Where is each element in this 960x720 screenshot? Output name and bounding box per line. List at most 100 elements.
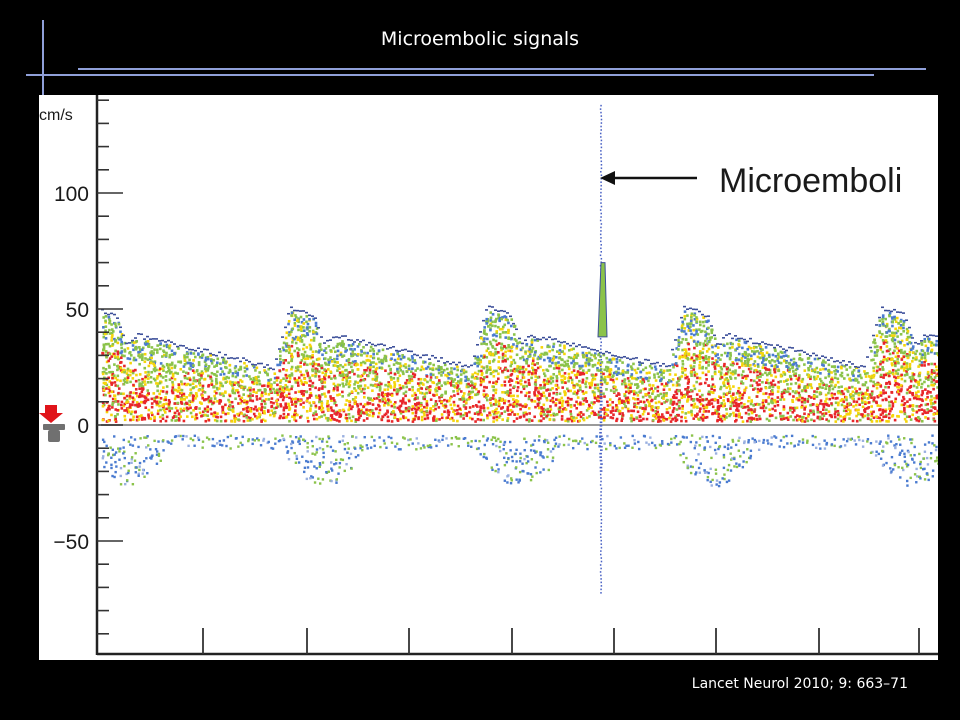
spectrum-speckle — [102, 335, 106, 339]
spectrum-speckle — [137, 402, 141, 406]
envelope-rim — [566, 342, 569, 345]
spectrum-speckle — [543, 394, 546, 398]
spectrum-speckle — [405, 370, 409, 373]
spectrum-speckle — [398, 354, 401, 358]
spectrum-speckle — [746, 374, 749, 378]
spectrum-speckle — [158, 400, 162, 404]
spectrum-speckle — [188, 399, 191, 403]
spectrum-speckle — [570, 371, 574, 374]
spectrum-speckle — [411, 385, 414, 389]
spectrum-speckle — [486, 319, 490, 323]
spectrum-speckle — [456, 419, 459, 423]
spectrum-speckle — [194, 397, 197, 400]
spectrum-speckle — [362, 378, 365, 382]
spectrum-speckle — [698, 320, 702, 324]
spectrum-speckle — [615, 417, 619, 421]
spectrum-speckle — [596, 361, 600, 365]
spectrum-speckle — [752, 417, 756, 420]
spectrum-speckle — [756, 355, 760, 359]
spectrum-speckle — [129, 369, 132, 372]
spectrum-speckle — [195, 379, 199, 382]
spectrum-speckle — [258, 388, 262, 392]
spectrum-speckle — [152, 352, 155, 356]
spectrum-speckle — [225, 375, 229, 379]
spectrum-speckle — [701, 371, 705, 375]
spectrum-speckle — [780, 395, 784, 399]
spectrum-speckle — [681, 410, 684, 414]
spectrum-speckle — [417, 384, 421, 387]
spectrum-speckle — [695, 328, 698, 332]
spectrum-speckle — [243, 407, 247, 410]
spectrum-speckle — [272, 411, 275, 415]
spectrum-speckle — [354, 360, 357, 363]
spectrum-speckle — [158, 367, 162, 371]
spectrum-speckle — [429, 410, 432, 413]
spectrum-speckle — [684, 332, 688, 336]
spectrum-speckle — [257, 389, 261, 392]
spectrum-speckle — [138, 392, 142, 396]
spectrum-speckle — [632, 362, 635, 366]
spectrum-speckle — [347, 359, 350, 363]
spectrum-speckle — [161, 355, 164, 358]
spectrum-speckle — [141, 381, 144, 384]
spectrum-speckle — [570, 378, 574, 382]
spectrum-speckle — [764, 392, 768, 395]
spectrum-speckle — [563, 360, 567, 364]
spectrum-speckle — [516, 389, 519, 393]
spectrum-speckle — [210, 371, 214, 375]
spectrum-speckle — [588, 404, 592, 408]
spectrum-speckle — [785, 379, 788, 383]
spectrum-speckle — [191, 386, 195, 390]
spectrum-speckle — [684, 350, 688, 354]
spectrum-speckle — [269, 413, 272, 417]
spectrum-speckle — [279, 404, 283, 408]
spectrum-speckle — [312, 401, 315, 404]
spectrum-speckle — [497, 411, 500, 414]
spectrum-speckle — [450, 416, 454, 420]
spectrum-speckle — [504, 336, 508, 339]
spectrum-speckle — [518, 416, 522, 419]
spectrum-speckle — [617, 393, 621, 396]
spectrum-speckle — [302, 373, 306, 377]
spectrum-speckle — [650, 366, 654, 370]
spectrum-speckle — [500, 407, 503, 410]
spectrum-speckle — [207, 399, 211, 402]
spectrum-speckle — [693, 313, 696, 317]
spectrum-speckle — [339, 363, 342, 367]
spectrum-speckle — [369, 361, 373, 364]
spectrum-speckle — [690, 356, 694, 360]
spectrum-speckle — [150, 413, 154, 417]
spectrum-speckle — [608, 373, 612, 377]
spectrum-speckle — [744, 364, 748, 367]
spectrum-speckle — [435, 393, 439, 397]
spectrum-speckle — [309, 391, 313, 395]
spectrum-speckle — [773, 404, 777, 408]
spectrum-speckle — [366, 374, 370, 378]
spectrum-speckle — [170, 370, 173, 374]
spectrum-speckle — [605, 369, 609, 373]
spectrum-speckle — [320, 364, 324, 367]
spectrum-speckle — [756, 363, 760, 366]
spectrum-speckle — [258, 397, 262, 400]
spectrum-speckle — [516, 412, 520, 416]
spectrum-speckle — [405, 385, 409, 389]
spectrum-speckle — [569, 356, 573, 360]
spectrum-speckle — [752, 363, 756, 366]
spectrum-speckle — [246, 419, 250, 422]
spectrum-speckle — [183, 402, 187, 406]
spectrum-speckle — [335, 419, 339, 422]
spectrum-speckle — [705, 415, 709, 419]
spectrum-speckle — [240, 396, 244, 400]
spectrum-speckle — [107, 406, 110, 410]
spectrum-speckle — [678, 377, 682, 381]
spectrum-speckle — [707, 401, 710, 405]
spectrum-speckle — [731, 370, 735, 373]
spectrum-speckle — [506, 369, 510, 373]
spectrum-speckle — [681, 359, 685, 363]
spectrum-speckle — [494, 409, 497, 412]
spectrum-speckle — [122, 379, 126, 382]
spectrum-speckle — [111, 330, 115, 333]
spectrum-speckle — [215, 415, 218, 419]
spectrum-speckle — [524, 350, 527, 354]
spectrum-speckle — [758, 403, 761, 406]
